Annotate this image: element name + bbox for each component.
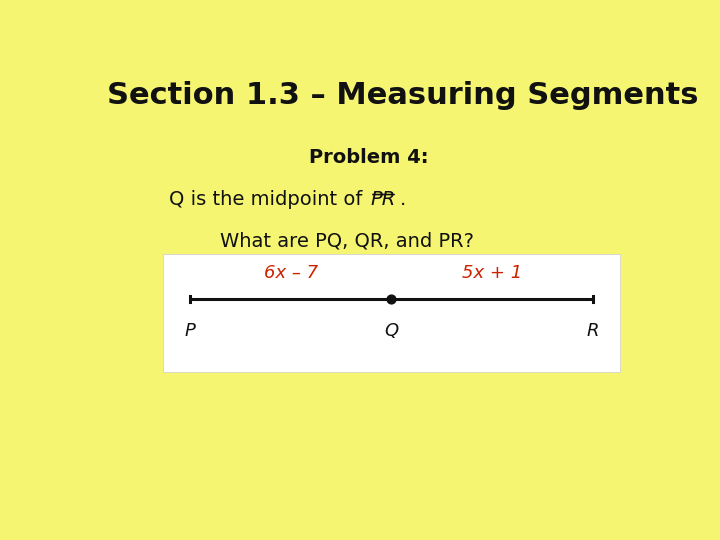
Text: R: R xyxy=(586,322,599,340)
Text: P: P xyxy=(184,322,195,340)
Text: 6x – 7: 6x – 7 xyxy=(264,265,318,282)
FancyBboxPatch shape xyxy=(163,254,620,373)
Point xyxy=(386,295,397,303)
Text: .: . xyxy=(400,190,406,208)
Text: PR: PR xyxy=(370,190,395,208)
Text: Q: Q xyxy=(384,322,398,340)
Text: Section 1.3 – Measuring Segments: Section 1.3 – Measuring Segments xyxy=(107,82,698,111)
Text: 5x + 1: 5x + 1 xyxy=(462,265,522,282)
Text: Problem 4:: Problem 4: xyxy=(310,148,428,167)
Text: What are PQ, QR, and PR?: What are PQ, QR, and PR? xyxy=(220,231,474,250)
Text: Q is the midpoint of: Q is the midpoint of xyxy=(169,190,369,208)
